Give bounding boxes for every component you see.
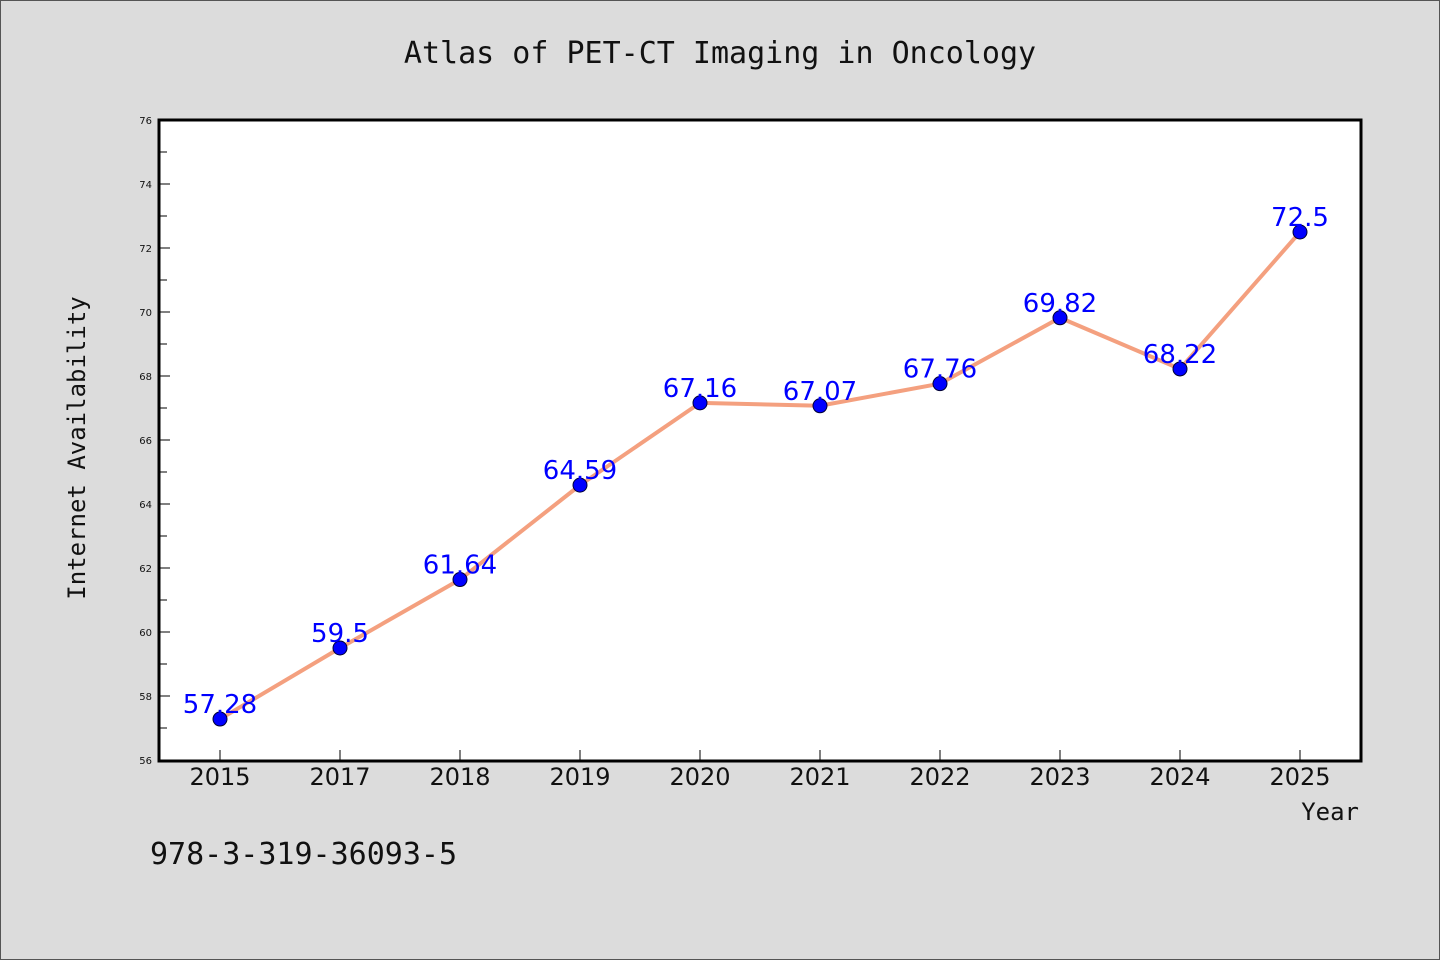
y-tick-label: 66 <box>139 436 152 447</box>
data-point <box>932 376 948 392</box>
data-labels: 57.28 59.5 61.64 64.59 67.16 67.07 67.76 69.82 6… <box>183 203 1329 720</box>
x-tick-label: 2015 <box>189 763 250 791</box>
x-tick-label: 2025 <box>1269 763 1330 791</box>
data-point <box>812 398 828 414</box>
x-axis: 2015 2017 2018 2019 2020 2021 2022 2023 2024 2025 <box>189 750 1331 791</box>
data-label: 72.5 <box>1271 203 1329 233</box>
data-point <box>572 477 588 493</box>
x-tick-label: 2021 <box>789 763 850 791</box>
series-1 <box>212 224 1308 727</box>
x-tick-label: 2023 <box>1029 763 1090 791</box>
data-label: 67.07 <box>783 377 857 407</box>
y-tick-label: 74 <box>139 180 152 191</box>
data-label: 68.22 <box>1143 340 1217 370</box>
isbn-footer: 978-3-319-36093-5 <box>150 837 457 872</box>
y-tick-label: 62 <box>139 564 152 575</box>
y-tick-label: 76 <box>139 116 152 127</box>
y-tick-label: 68 <box>139 372 152 383</box>
x-tick-label: 2017 <box>309 763 370 791</box>
x-tick-label: 2024 <box>1149 763 1210 791</box>
data-label: 69.82 <box>1023 289 1097 319</box>
data-label: 64.59 <box>543 456 617 486</box>
plot-area <box>157 118 1363 763</box>
data-label: 67.16 <box>663 374 737 404</box>
data-label: 61.64 <box>423 551 497 581</box>
data-point <box>1052 310 1068 326</box>
y-tick-label: 58 <box>139 692 152 703</box>
y-tick-label: 56 <box>139 756 152 767</box>
y-tick-label: 70 <box>139 308 152 319</box>
data-point <box>212 711 228 727</box>
x-tick-label: 2019 <box>549 763 610 791</box>
y-axis-label: Internet Availability <box>63 296 91 599</box>
data-label: 57.28 <box>183 690 257 720</box>
data-point <box>1172 361 1188 377</box>
x-tick-label: 2022 <box>909 763 970 791</box>
x-axis-label: Year <box>1301 798 1359 826</box>
data-label: 67.76 <box>903 355 977 385</box>
x-tick-label: 2020 <box>669 763 730 791</box>
y-tick-label: 64 <box>139 500 152 511</box>
data-label: 59.5 <box>311 619 369 649</box>
y-axis: 56 58 60 62 64 66 68 70 72 74 76 <box>139 116 170 767</box>
data-point <box>452 572 468 588</box>
chart-title: Atlas of PET-CT Imaging in Oncology <box>404 36 1036 71</box>
y-tick-label: 60 <box>139 628 152 639</box>
data-point <box>692 395 708 411</box>
y-tick-label: 72 <box>139 244 152 255</box>
x-tick-label: 2018 <box>429 763 490 791</box>
data-point <box>1292 224 1308 240</box>
data-point <box>332 640 348 656</box>
series-line <box>218 230 1302 721</box>
